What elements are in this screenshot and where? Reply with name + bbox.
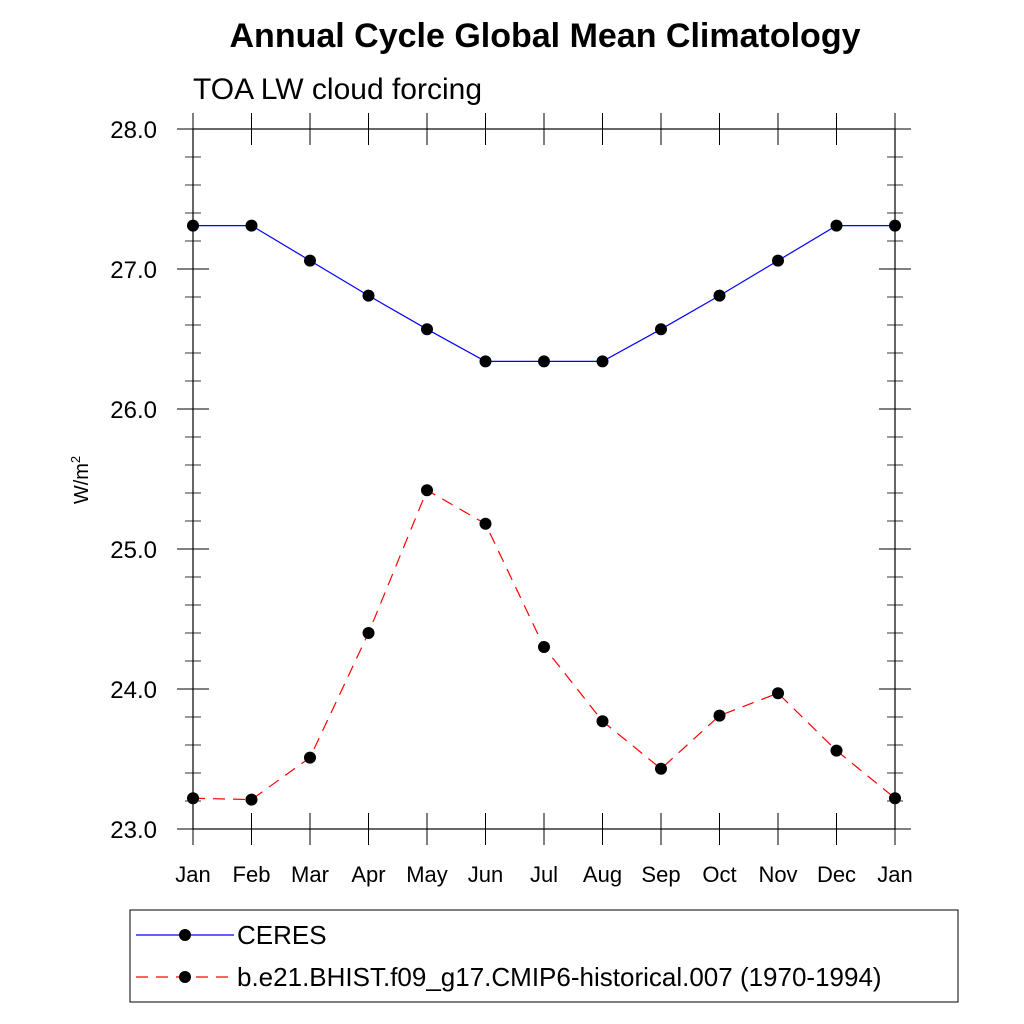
y-tick-label: 25.0 <box>110 537 157 564</box>
series-1-point <box>245 793 258 806</box>
series-1-point <box>304 751 316 764</box>
y-axis-label-sup: 2 <box>68 456 83 463</box>
series-1-point <box>713 709 726 722</box>
series-0-point <box>538 355 550 368</box>
series-0-point <box>187 219 199 232</box>
x-tick-label: May <box>406 862 448 887</box>
series-0-point <box>421 323 433 336</box>
legend: CERES b.e21.BHIST.f09_g17.CMIP6-historic… <box>129 909 959 1003</box>
series-layer <box>187 219 901 806</box>
series-1-point <box>479 517 492 530</box>
series-0-point <box>362 289 375 302</box>
x-tick-label: Dec <box>817 862 856 887</box>
y-tick-label: 28.0 <box>110 117 157 144</box>
series-0-point <box>655 323 667 336</box>
y-axis-label: W/m2 <box>68 456 93 504</box>
series-1-point <box>830 744 843 757</box>
series-0-point <box>479 355 492 368</box>
x-tick-label: Mar <box>291 862 329 887</box>
series-0-point <box>713 289 726 302</box>
y-axis: 23.0 24.0 25.0 26.0 27.0 28.0 <box>110 117 911 844</box>
series-1-point <box>187 792 199 805</box>
x-tick-label: Jan <box>877 862 912 887</box>
series-0-point <box>245 219 258 232</box>
series-0-point <box>772 254 784 267</box>
legend-marker-ceres <box>179 929 191 941</box>
plot-frame <box>192 128 896 830</box>
series-1-point <box>362 627 375 639</box>
y-tick-label: 24.0 <box>110 677 157 704</box>
x-tick-label: Jun <box>468 862 503 887</box>
x-tick-label: Aug <box>583 862 622 887</box>
y-tick-label: 23.0 <box>110 817 157 844</box>
x-tick-label: Sep <box>641 862 680 887</box>
series-1-point <box>538 641 550 653</box>
y-axis-label-text: W/m <box>71 463 93 504</box>
x-tick-label: Jul <box>530 862 558 887</box>
series-0-point <box>889 219 901 232</box>
chart-subtitle: TOA LW cloud forcing <box>193 73 482 106</box>
y-tick-label: 27.0 <box>110 257 157 284</box>
x-tick-label: Oct <box>702 862 736 887</box>
series-1-point <box>596 715 609 728</box>
series-0-point <box>830 219 843 232</box>
series-1-point <box>889 792 901 805</box>
legend-label-ceres: CERES <box>237 920 327 950</box>
y-tick-label: 26.0 <box>110 397 157 424</box>
series-line-0 <box>193 225 895 362</box>
series-0-point <box>596 355 609 368</box>
legend-label-model: b.e21.BHIST.f09_g17.CMIP6-historical.007… <box>237 962 882 992</box>
x-tick-label: Nov <box>758 862 797 887</box>
x-tick-label: Feb <box>233 862 271 887</box>
chart-title: Annual Cycle Global Mean Climatology <box>230 17 861 55</box>
x-tick-label: Jan <box>175 862 210 887</box>
legend-box <box>129 909 959 1003</box>
legend-marker-model <box>179 971 191 983</box>
series-1-point <box>421 484 433 497</box>
x-tick-label: Apr <box>351 862 385 887</box>
series-1-point <box>772 687 784 700</box>
series-0-point <box>304 254 316 267</box>
x-axis: Jan Feb Mar Apr May Jun Jul Aug Sep Oct Nov Dec Jan <box>175 113 913 887</box>
series-1-point <box>655 762 667 775</box>
